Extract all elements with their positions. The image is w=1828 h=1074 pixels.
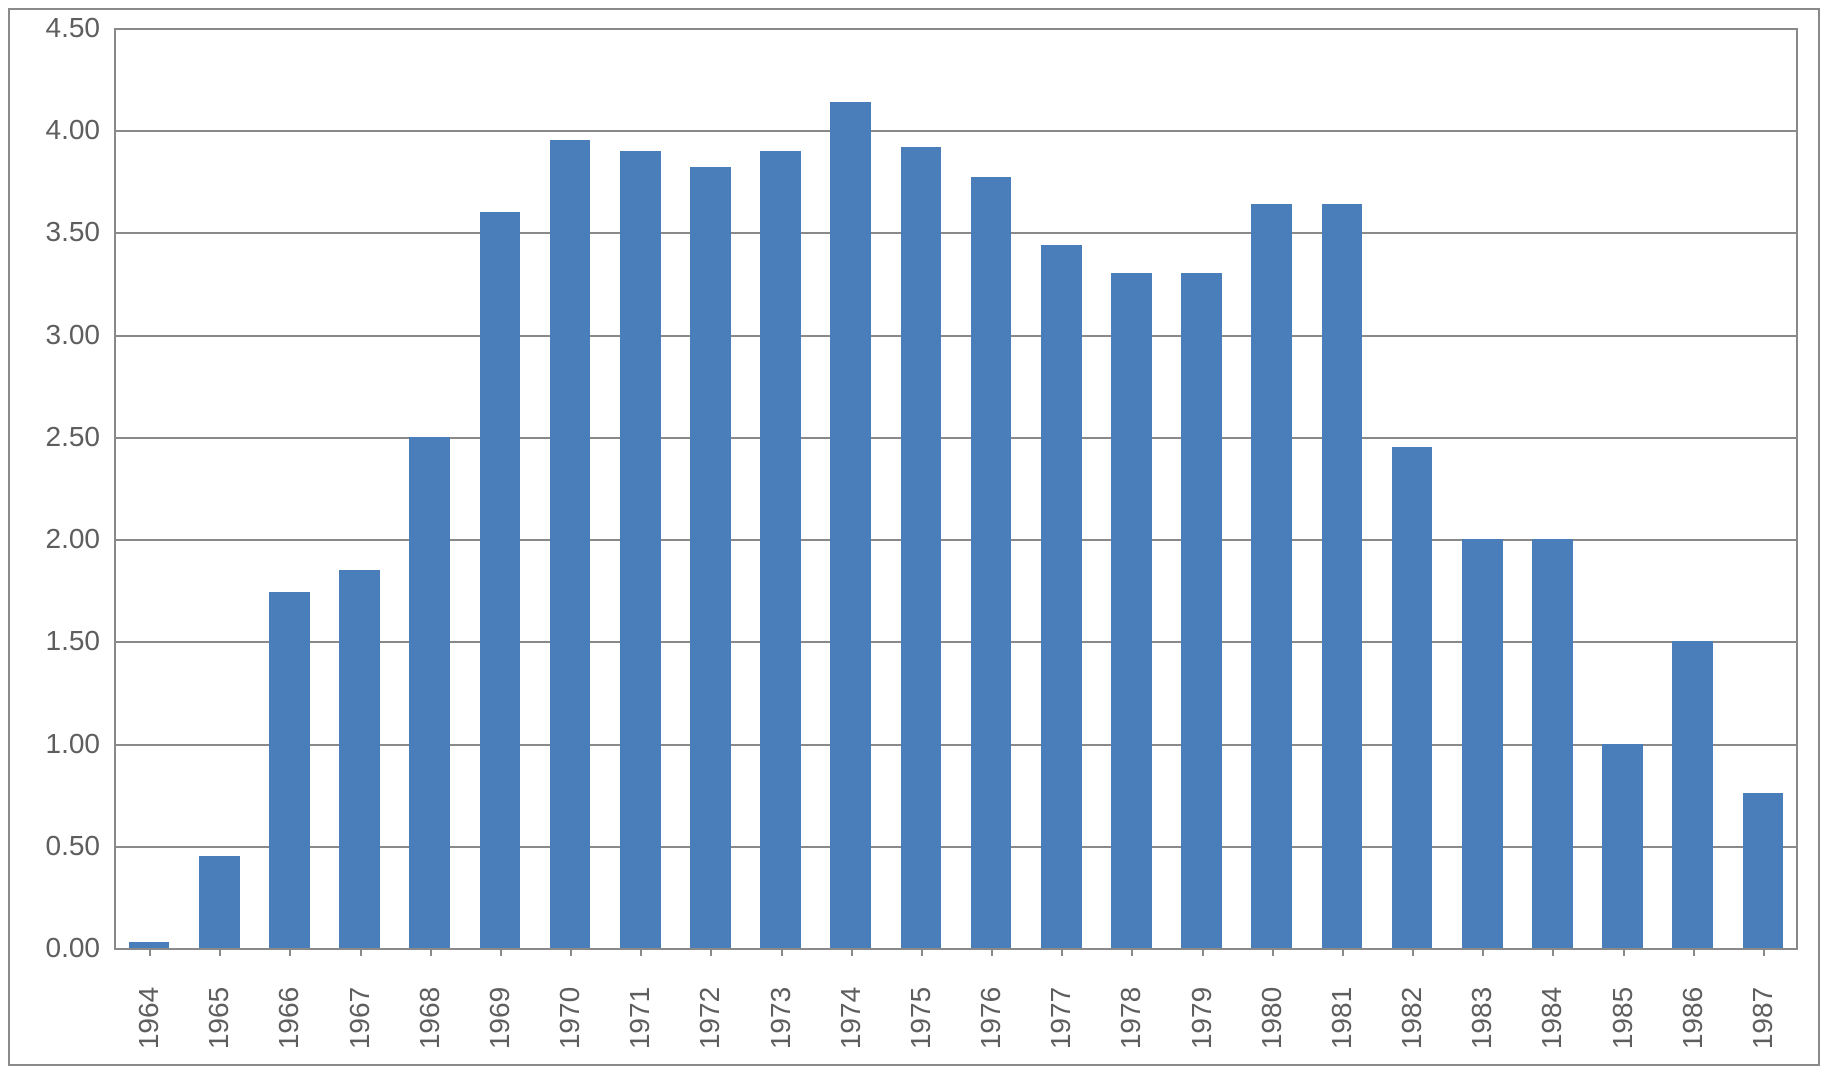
bar: [269, 592, 310, 948]
bar: [971, 177, 1012, 948]
y-gridline: [114, 28, 1798, 30]
x-tick-label: 1976: [975, 987, 1007, 1049]
x-tick-mark: [1202, 948, 1204, 956]
x-tick-label: 1984: [1536, 987, 1568, 1049]
chart-outer-frame: 0.00 0.50 1.00 1.50 2.00 2.50 3.00 3.50 4.00 4.50…: [8, 8, 1820, 1066]
x-tick-label: 1966: [273, 987, 305, 1049]
bar: [480, 212, 521, 948]
bar: [1111, 273, 1152, 948]
x-tick-label: 1986: [1677, 987, 1709, 1049]
y-gridline: [114, 948, 1798, 950]
x-tick-mark: [219, 948, 221, 956]
y-tick-label: 2.50: [14, 421, 100, 453]
x-tick-label: 1975: [905, 987, 937, 1049]
bar: [1672, 641, 1713, 948]
x-tick-label: 1983: [1466, 987, 1498, 1049]
y-gridline: [114, 335, 1798, 337]
bar: [830, 102, 871, 948]
x-tick-mark: [1693, 948, 1695, 956]
x-tick-mark: [921, 948, 923, 956]
bar: [1743, 793, 1784, 948]
x-tick-mark: [1131, 948, 1133, 956]
x-tick-mark: [360, 948, 362, 956]
bar: [1602, 744, 1643, 948]
x-tick-mark: [1482, 948, 1484, 956]
x-tick-mark: [781, 948, 783, 956]
x-tick-mark: [710, 948, 712, 956]
x-tick-mark: [1623, 948, 1625, 956]
x-tick-label: 1979: [1186, 987, 1218, 1049]
bar: [1181, 273, 1222, 948]
x-tick-label: 1967: [344, 987, 376, 1049]
x-tick-label: 1972: [694, 987, 726, 1049]
x-tick-mark: [991, 948, 993, 956]
x-tick-mark: [1763, 948, 1765, 956]
x-tick-label: 1981: [1326, 987, 1358, 1049]
x-tick-label: 1971: [624, 987, 656, 1049]
x-tick-label: 1964: [133, 987, 165, 1049]
bar: [1392, 447, 1433, 948]
bar: [1251, 204, 1292, 948]
y-gridline: [114, 437, 1798, 439]
y-tick-label: 0.50: [14, 830, 100, 862]
bar: [620, 151, 661, 948]
y-tick-label: 1.50: [14, 625, 100, 657]
x-tick-label: 1987: [1747, 987, 1779, 1049]
bar: [1532, 539, 1573, 948]
y-tick-label: 3.00: [14, 319, 100, 351]
y-tick-label: 4.50: [14, 12, 100, 44]
plot-area: 0.000.501.001.502.002.503.003.504.004.50…: [114, 28, 1798, 948]
y-tick-label: 2.00: [14, 523, 100, 555]
x-tick-mark: [1412, 948, 1414, 956]
bar: [690, 167, 731, 948]
x-tick-mark: [289, 948, 291, 956]
x-tick-mark: [430, 948, 432, 956]
x-tick-mark: [1061, 948, 1063, 956]
y-tick-label: 4.00: [14, 114, 100, 146]
x-tick-mark: [1272, 948, 1274, 956]
bar: [409, 437, 450, 948]
y-tick-label: 3.50: [14, 216, 100, 248]
x-tick-label: 1974: [835, 987, 867, 1049]
x-tick-label: 1970: [554, 987, 586, 1049]
x-tick-mark: [851, 948, 853, 956]
bar: [1322, 204, 1363, 948]
x-tick-mark: [149, 948, 151, 956]
x-tick-mark: [570, 948, 572, 956]
x-tick-mark: [1552, 948, 1554, 956]
x-tick-label: 1982: [1396, 987, 1428, 1049]
x-tick-mark: [500, 948, 502, 956]
plot-edge-left: [114, 28, 116, 948]
x-tick-label: 1968: [414, 987, 446, 1049]
y-tick-label: 0.00: [14, 932, 100, 964]
bar: [901, 147, 942, 948]
x-tick-label: 1980: [1256, 987, 1288, 1049]
x-tick-mark: [640, 948, 642, 956]
plot-edge-right: [1796, 28, 1798, 948]
x-tick-label: 1973: [765, 987, 797, 1049]
bar: [1041, 245, 1082, 948]
x-tick-label: 1985: [1607, 987, 1639, 1049]
x-tick-label: 1978: [1115, 987, 1147, 1049]
x-tick-label: 1969: [484, 987, 516, 1049]
x-tick-label: 1977: [1045, 987, 1077, 1049]
bar: [1462, 539, 1503, 948]
y-gridline: [114, 130, 1798, 132]
bar: [339, 570, 380, 948]
bar: [550, 140, 591, 948]
x-tick-mark: [1342, 948, 1344, 956]
bar: [199, 856, 240, 948]
y-gridline: [114, 232, 1798, 234]
x-tick-label: 1965: [203, 987, 235, 1049]
y-tick-label: 1.00: [14, 728, 100, 760]
bar: [760, 151, 801, 948]
